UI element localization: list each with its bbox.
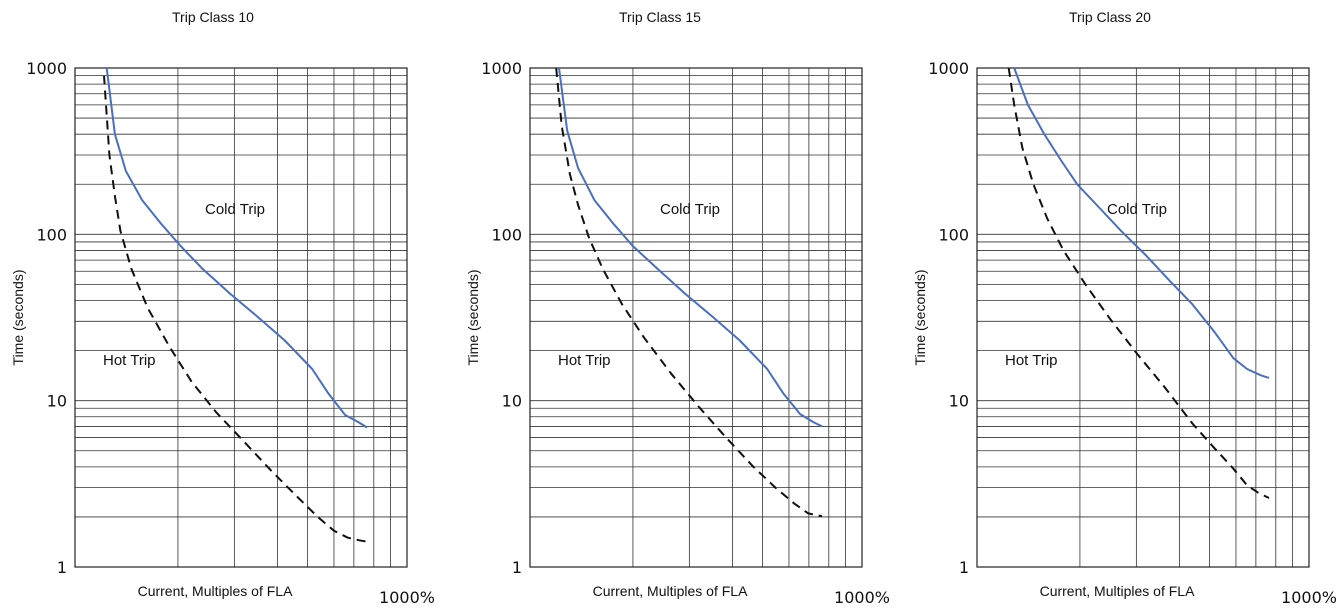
- chart-panel-2: Trip Class 15 1 10 100 1000 Time (seconds) Cur…: [465, 9, 890, 607]
- chart-panel-3: Trip Class 20 1 10 100 1000 Time (seconds) Cur…: [912, 9, 1336, 607]
- y-tick-label: 10: [502, 392, 522, 411]
- chart-title: Trip Class 15: [619, 9, 701, 25]
- hot-trip-curve: [103, 75, 368, 543]
- chart-panel-1: Trip Class 10 1 10 100 1000 Time (seconds) Cur…: [10, 9, 435, 607]
- chart-title: Trip Class 20: [1069, 9, 1151, 25]
- y-tick-label: 100: [491, 225, 522, 244]
- y-tick-label: 1000: [26, 59, 67, 78]
- y-tick-label: 1000: [481, 59, 522, 78]
- cold-trip-annotation: Cold Trip: [1107, 201, 1167, 218]
- hot-trip-curve: [1007, 67, 1270, 499]
- x-axis-label: Current, Multiples of FLA: [593, 583, 748, 599]
- cold-trip-curve: [105, 67, 368, 429]
- y-tick-label: 1: [57, 558, 67, 577]
- y-axis-label: Time (seconds): [912, 270, 928, 366]
- x-end-tick-label: 1000%: [834, 588, 890, 607]
- hot-trip-curve: [555, 67, 823, 518]
- y-tick-label: 1: [512, 558, 522, 577]
- y-tick-label: 100: [938, 225, 969, 244]
- x-axis-label: Current, Multiples of FLA: [138, 583, 293, 599]
- hot-trip-annotation: Hot Trip: [558, 352, 611, 369]
- x-end-tick-label: 1000%: [379, 588, 435, 607]
- cold-trip-curve: [558, 67, 823, 428]
- cold-trip-annotation: Cold Trip: [660, 201, 720, 218]
- cold-trip-annotation: Cold Trip: [205, 201, 265, 218]
- plot-frame: [529, 67, 863, 568]
- y-tick-label: 1: [959, 558, 969, 577]
- x-end-tick-label: 1000%: [1281, 588, 1336, 607]
- y-tick-label: 1000: [928, 59, 969, 78]
- y-tick-label: 10: [949, 392, 969, 411]
- chart-title: Trip Class 10: [172, 9, 254, 25]
- hot-trip-annotation: Hot Trip: [1005, 352, 1058, 369]
- y-tick-label: 10: [47, 392, 67, 411]
- hot-trip-annotation: Hot Trip: [103, 352, 156, 369]
- plot-frame: [976, 67, 1310, 568]
- cold-trip-curve: [1013, 67, 1270, 379]
- y-axis-label: Time (seconds): [465, 270, 481, 366]
- plot-frame: [74, 67, 408, 568]
- x-axis-label: Current, Multiples of FLA: [1040, 583, 1195, 599]
- y-tick-label: 100: [36, 225, 67, 244]
- y-axis-label: Time (seconds): [10, 270, 26, 366]
